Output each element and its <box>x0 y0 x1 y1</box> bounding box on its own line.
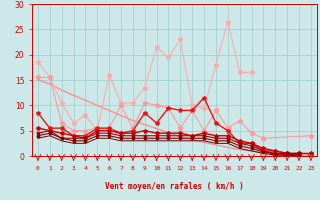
X-axis label: Vent moyen/en rafales ( km/h ): Vent moyen/en rafales ( km/h ) <box>105 182 244 191</box>
